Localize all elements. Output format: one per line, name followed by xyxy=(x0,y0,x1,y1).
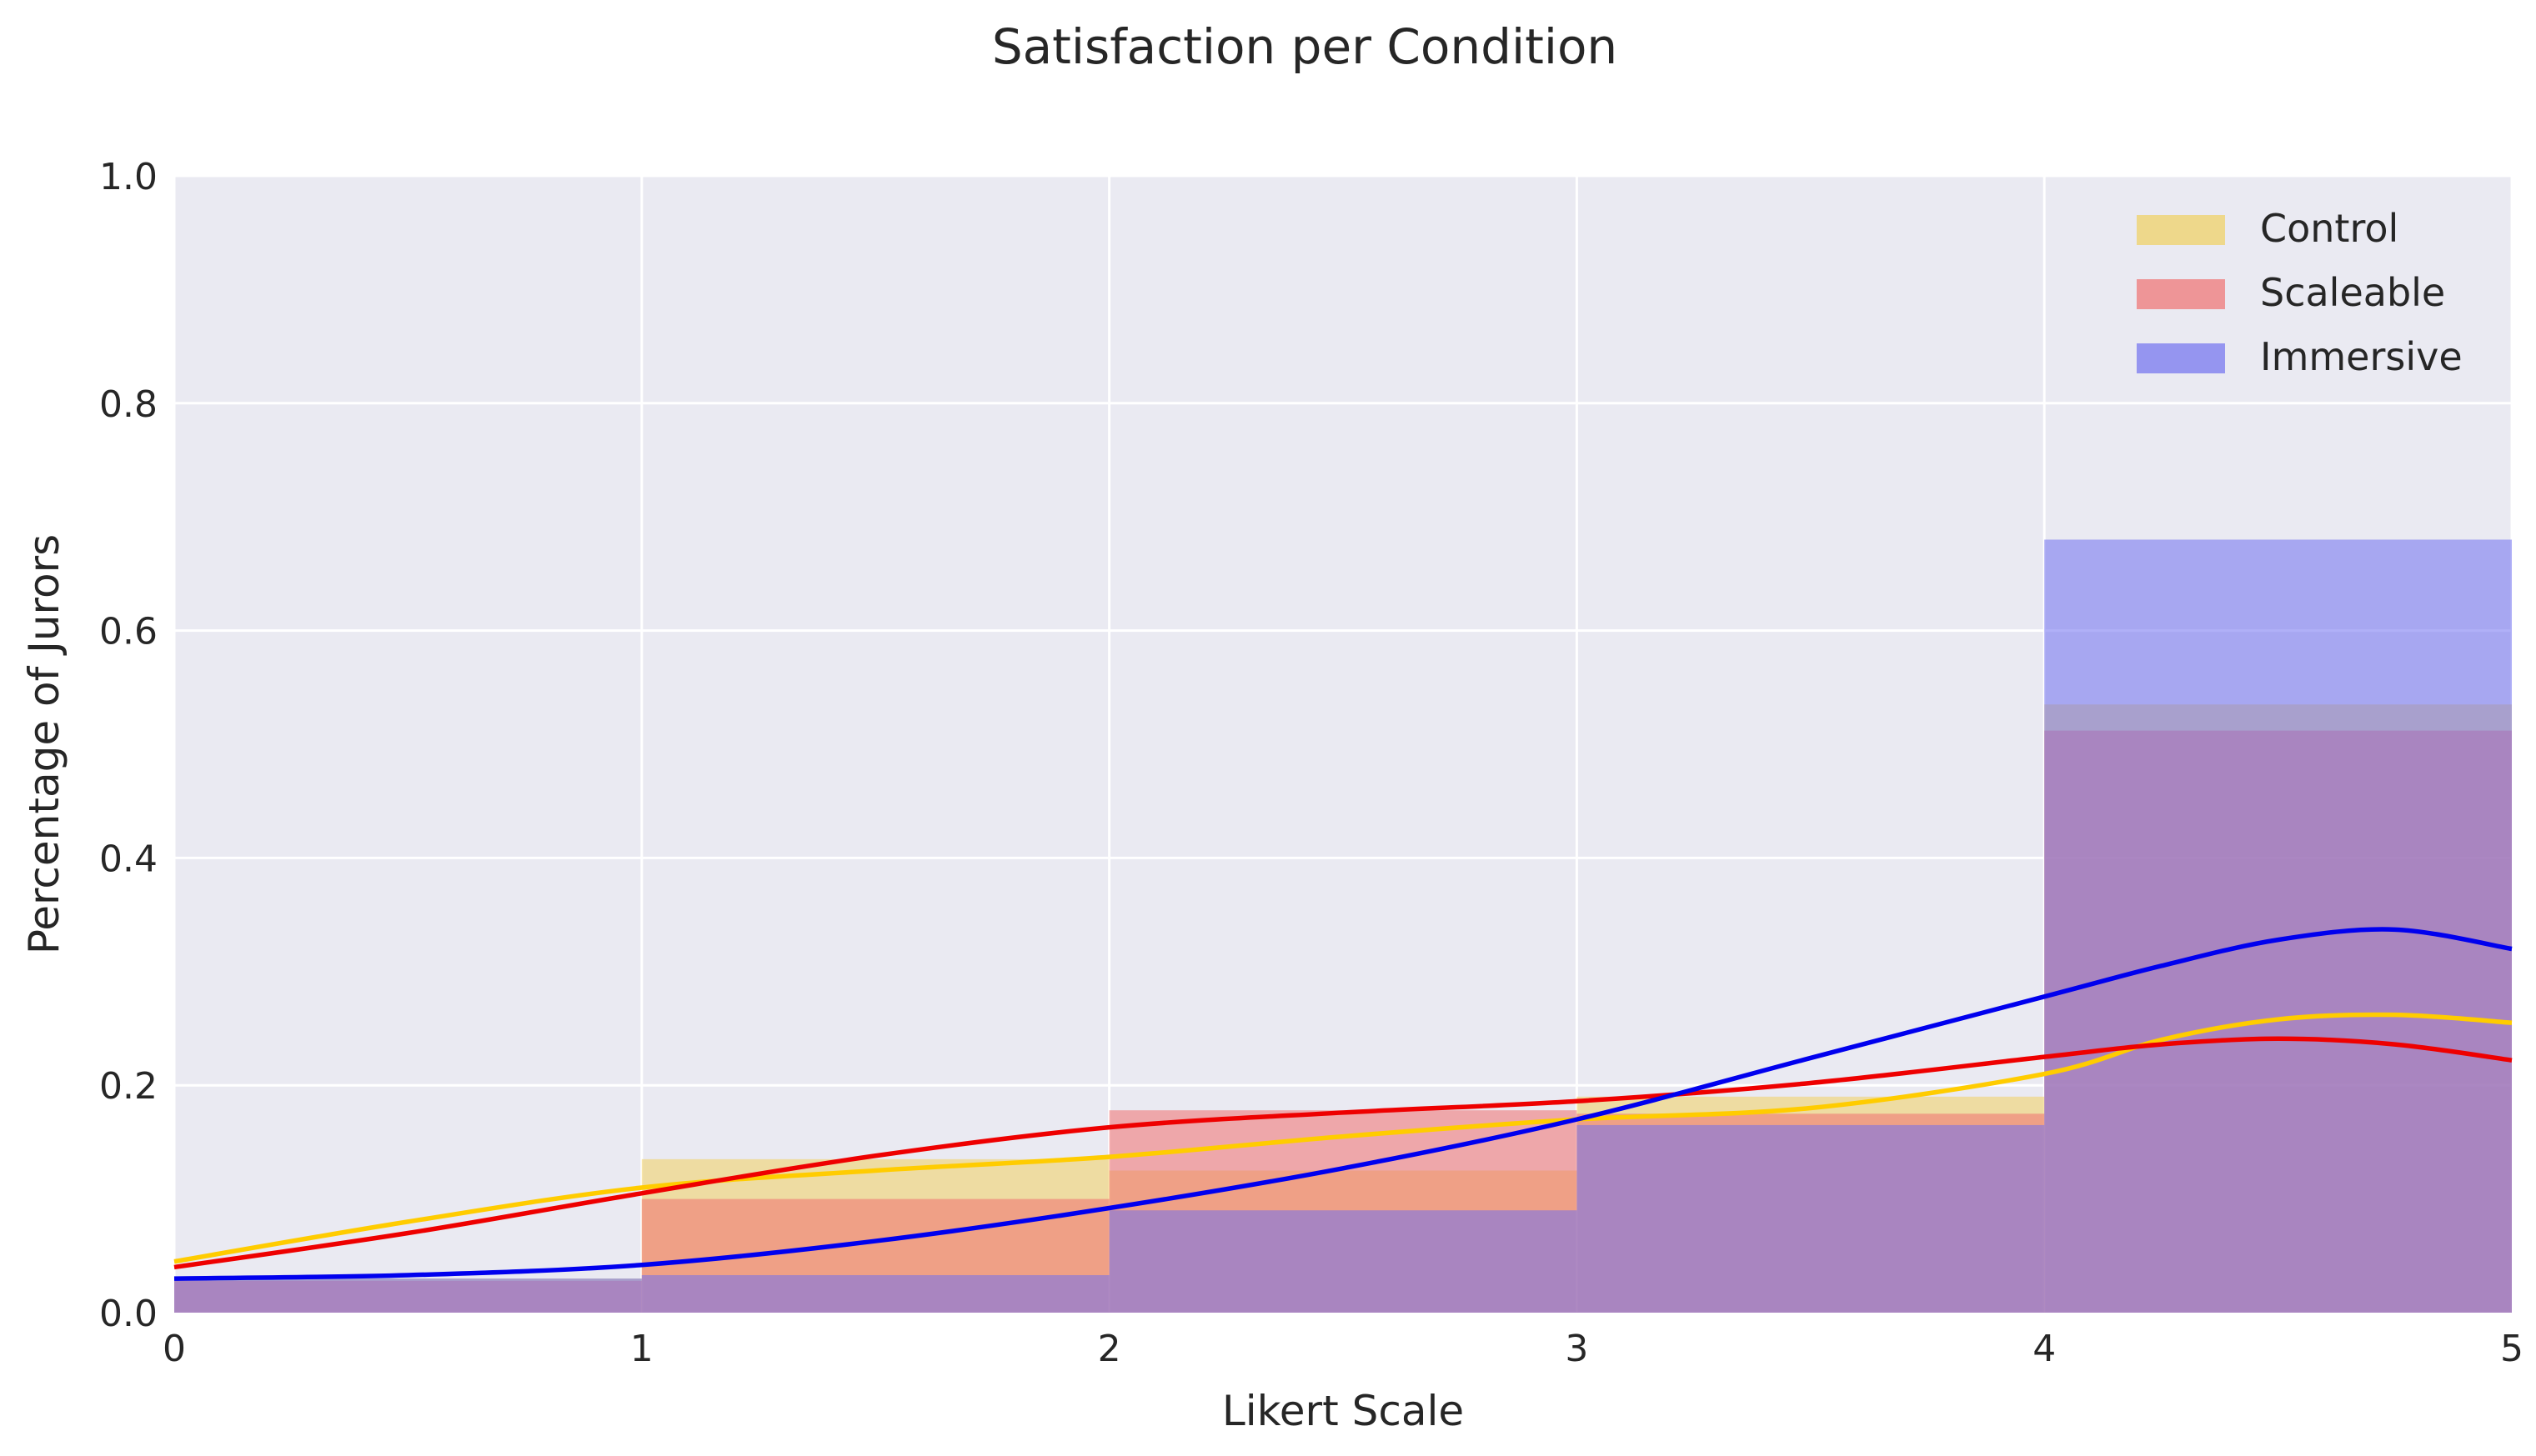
x-tick-label: 4 xyxy=(2032,1328,2056,1370)
bars-immersive xyxy=(174,539,2512,1313)
x-axis-label: Likert Scale xyxy=(1222,1387,1464,1435)
legend-label: Control xyxy=(2260,206,2398,251)
legend-label: Immersive xyxy=(2260,334,2463,379)
y-axis-ticks: 0.0 0.2 0.4 0.6 0.8 1.0 xyxy=(99,156,158,1335)
y-tick-label: 0.0 xyxy=(99,1293,158,1335)
kde-line-control xyxy=(173,1012,2513,1264)
x-tick-label: 5 xyxy=(2500,1328,2523,1370)
x-tick-label: 1 xyxy=(630,1328,654,1370)
bar xyxy=(2044,539,2512,1313)
legend-swatch xyxy=(2137,279,2225,309)
y-tick-label: 0.2 xyxy=(99,1065,158,1108)
bar xyxy=(1109,1210,1577,1313)
x-tick-label: 2 xyxy=(1098,1328,1121,1370)
kde-lines xyxy=(173,927,2513,1281)
chart-title: Satisfaction per Condition xyxy=(992,18,1617,75)
x-tick-label: 3 xyxy=(1565,1328,1588,1370)
x-tick-label: 0 xyxy=(163,1328,186,1370)
legend-swatch xyxy=(2137,215,2225,245)
y-tick-label: 0.8 xyxy=(99,383,158,426)
histogram-bars xyxy=(174,539,2512,1313)
y-tick-label: 1.0 xyxy=(99,156,158,198)
kde-line-immersive xyxy=(173,927,2513,1281)
bar xyxy=(641,1274,1110,1313)
bar xyxy=(1576,1124,2045,1313)
x-axis-ticks: 0 1 2 3 4 5 xyxy=(163,1328,2523,1370)
y-tick-label: 0.4 xyxy=(99,838,158,880)
y-axis-label: Percentage of Jurors xyxy=(20,534,68,954)
legend-label: Scaleable xyxy=(2260,270,2445,315)
kde-line-scaleable xyxy=(173,1036,2513,1270)
legend-swatch xyxy=(2137,343,2225,373)
y-tick-label: 0.6 xyxy=(99,611,158,653)
bar xyxy=(174,1278,642,1313)
legend: Control Scaleable Immersive xyxy=(2137,206,2463,379)
